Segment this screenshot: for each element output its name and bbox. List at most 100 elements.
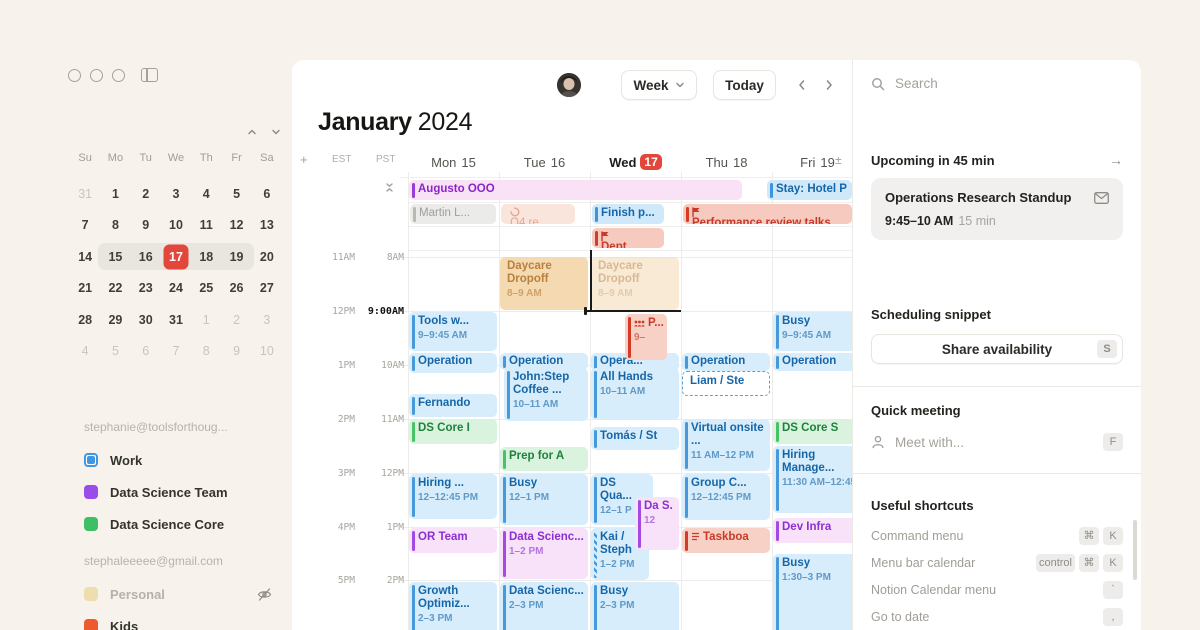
allday-event[interactable]: Martin L... (410, 204, 496, 224)
mini-calendar-day[interactable]: 15 (108, 249, 123, 264)
event[interactable]: DS Qua... 12–1 P (591, 474, 653, 525)
event[interactable]: Busy 9–9:45 AM (773, 312, 852, 351)
mini-calendar-day[interactable]: 17 (161, 244, 191, 270)
share-availability-button[interactable]: Share availability S (871, 334, 1123, 364)
calendar-list-item[interactable]: Data Science Core (84, 508, 284, 540)
mini-calendar-day[interactable]: 8 (111, 218, 119, 233)
calendar-list-item[interactable]: Work (84, 444, 284, 476)
window-zoom-button[interactable] (112, 68, 125, 82)
event[interactable]: Liam / Ste (682, 371, 770, 396)
day-header-thu[interactable]: Thu 18 (705, 154, 748, 170)
event[interactable]: Fernando (409, 394, 497, 417)
mini-calendar-day[interactable]: 30 (138, 312, 153, 327)
calendar-list-item[interactable]: Data Science Team (84, 476, 284, 508)
mini-calendar-day[interactable]: 2 (233, 312, 241, 327)
window-close-button[interactable] (68, 68, 81, 82)
shortcut-row[interactable]: Notion Calendar menu ` (871, 576, 1123, 603)
mini-calendar-day[interactable]: 22 (108, 281, 123, 296)
mini-calendar-day[interactable]: 11 (199, 218, 213, 233)
calendar-color-swatch[interactable] (84, 619, 98, 630)
mini-calendar-day[interactable]: 27 (259, 281, 274, 296)
calendar-color-swatch[interactable] (84, 587, 98, 601)
event[interactable]: Data Scienc... 1–2 PM (500, 528, 588, 579)
mini-calendar-day[interactable]: 29 (108, 312, 123, 327)
event[interactable]: OR Team (409, 528, 497, 553)
mini-calendar-day[interactable]: 10 (259, 344, 274, 359)
shortcut-row[interactable]: Command menu ⌘ K (871, 522, 1123, 549)
day-header-tue[interactable]: Tue 16 (523, 154, 566, 170)
allday-event[interactable]: Performance review talks (683, 204, 852, 224)
mini-calendar-day[interactable]: 7 (81, 218, 89, 233)
event[interactable]: Da S. 12 (635, 497, 679, 550)
calendar-list-item[interactable]: Kids (84, 610, 284, 630)
mini-calendar-day[interactable]: 31 (169, 312, 183, 327)
event[interactable]: Operation (500, 353, 588, 370)
event[interactable]: John:Step Coffee ... 10–11 AM (504, 368, 588, 421)
prev-week-icon[interactable] (791, 74, 813, 96)
mini-calendar-day[interactable]: 4 (81, 344, 89, 359)
event[interactable]: Hiring ... 12–12:45 PM (409, 474, 497, 519)
arrow-right-icon[interactable]: → (1109, 152, 1123, 168)
mini-calendar-day[interactable]: 8 (202, 344, 210, 359)
day-header-fri[interactable]: Fri 19 (800, 154, 835, 170)
event[interactable]: Taskboa (682, 528, 770, 553)
scrollbar[interactable] (1133, 520, 1137, 580)
mini-calendar-day[interactable]: 26 (229, 281, 244, 296)
mini-calendar-day[interactable]: 28 (78, 312, 93, 327)
allday-event[interactable]: Stay: Hotel P (767, 180, 852, 200)
event[interactable]: Daycare Dropoff 8–9 AM (500, 257, 588, 310)
avatar[interactable] (557, 73, 581, 97)
add-calendar-icon[interactable]: + (300, 152, 308, 167)
mini-calendar-day[interactable]: 16 (138, 249, 153, 264)
mini-calendar-day[interactable]: 23 (138, 281, 153, 296)
sidebar-toggle-icon[interactable] (141, 68, 158, 82)
mini-calendar-day[interactable]: 24 (169, 281, 183, 296)
allday-event[interactable]: Q4 re... (501, 204, 575, 224)
event[interactable]: Group C... 12–12:45 PM (682, 474, 770, 520)
event[interactable]: Operation (682, 353, 770, 371)
mini-calendar-day[interactable]: 18 (199, 249, 214, 264)
mini-calendar-day[interactable]: 2 (142, 186, 150, 201)
mini-calendar-day[interactable]: 5 (111, 344, 119, 359)
event[interactable]: Dev Infra (773, 518, 852, 543)
event[interactable]: Operation (773, 353, 852, 371)
timezone-adjust-icon[interactable]: ± (835, 153, 842, 167)
mini-calendar-day[interactable]: 25 (199, 281, 214, 296)
allday-event[interactable]: Augusto OOO (409, 180, 742, 200)
next-week-icon[interactable] (818, 74, 840, 96)
mini-calendar-day[interactable]: 9 (142, 218, 150, 233)
mini-calendar-day[interactable]: 9 (233, 344, 241, 359)
event[interactable]: DS Core I (409, 419, 497, 444)
mini-calendar-day[interactable]: 4 (202, 186, 210, 201)
mini-calendar-day[interactable]: 13 (259, 218, 274, 233)
event[interactable]: Daycare Dropoff 8–9 AM (591, 257, 679, 310)
mini-calendar-day[interactable]: 6 (142, 344, 150, 359)
mini-calendar-day[interactable]: 7 (172, 344, 180, 359)
collapse-allday-icon[interactable] (384, 182, 395, 193)
event[interactable]: Busy 12–1 PM (500, 474, 588, 525)
mini-calendar-day[interactable]: 12 (229, 218, 244, 233)
mini-calendar-day[interactable]: 19 (229, 249, 244, 264)
calendar-color-swatch[interactable] (84, 517, 98, 531)
mini-calendar-day[interactable]: 6 (263, 186, 271, 201)
view-selector-button[interactable]: Week (621, 70, 697, 100)
mini-calendar-day[interactable]: 1 (202, 312, 210, 327)
mini-calendar-prev-icon[interactable] (246, 126, 258, 138)
email-icon[interactable] (1094, 191, 1109, 204)
event[interactable]: Tomás / St (591, 427, 679, 450)
event[interactable]: Tools w... 9–9:45 AM (409, 312, 497, 351)
mini-calendar-day[interactable]: 1 (111, 186, 119, 201)
shortcut-row[interactable]: Menu bar calendar control ⌘ K (871, 549, 1123, 576)
calendar-color-swatch[interactable] (84, 485, 98, 499)
event[interactable]: Busy 2–3 PM (591, 582, 679, 630)
calendar-color-swatch[interactable] (84, 453, 98, 467)
event[interactable]: Busy 1:30–3 PM (773, 554, 852, 630)
mini-calendar-next-icon[interactable] (270, 126, 282, 138)
allday-event[interactable]: Dept ... (592, 228, 664, 248)
event[interactable]: Data Scienc... 2–3 PM (500, 582, 588, 630)
mini-calendar-day[interactable]: 3 (263, 312, 271, 327)
event[interactable]: Growth Optimiz... 2–3 PM (409, 582, 497, 630)
event[interactable]: All Hands 10–11 AM (591, 368, 679, 420)
meet-with-input[interactable]: Meet with... F (871, 433, 1123, 451)
mini-calendar-day[interactable]: 21 (78, 281, 93, 296)
